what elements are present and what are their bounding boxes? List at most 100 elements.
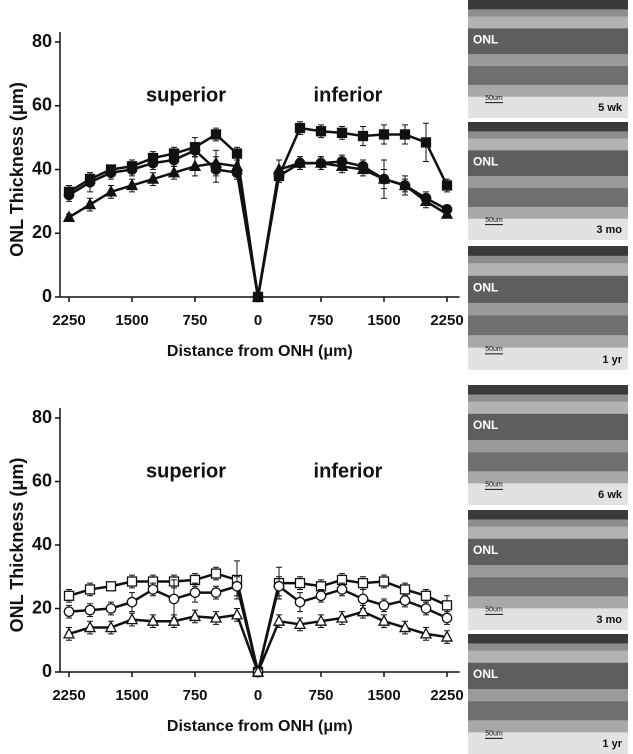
retina-layer <box>468 335 628 348</box>
y-tick-label: 0 <box>42 286 52 306</box>
retina-layer <box>468 471 628 484</box>
retina-layer <box>468 150 628 177</box>
marker <box>399 129 411 140</box>
retina-layer <box>468 526 628 539</box>
marker <box>294 596 306 608</box>
retina-layer <box>468 66 628 85</box>
marker <box>63 590 75 601</box>
marker <box>126 576 138 587</box>
y-tick-label: 0 <box>42 661 52 681</box>
marker <box>440 630 454 642</box>
x-tick-label: 0 <box>254 687 262 704</box>
marker <box>188 159 202 171</box>
marker <box>399 595 411 606</box>
y-tick-label: 60 <box>32 95 52 115</box>
scale-label: 50um <box>485 481 503 488</box>
y-tick-label: 60 <box>32 470 52 490</box>
retina-layer <box>468 650 628 663</box>
marker <box>126 164 138 175</box>
marker <box>83 197 97 210</box>
marker <box>210 568 222 579</box>
retina-layer <box>468 401 628 414</box>
retina-layer <box>468 84 628 97</box>
marker <box>104 184 118 197</box>
retina-layer <box>468 732 628 754</box>
marker <box>336 127 348 138</box>
marker <box>314 156 328 168</box>
x-tick-label: 2250 <box>52 687 85 704</box>
y-tick-label: 80 <box>32 407 52 427</box>
retina-layer <box>468 440 628 453</box>
scale-label: 50um <box>485 730 503 737</box>
marker <box>189 587 201 598</box>
marker <box>231 148 243 159</box>
retina-layer <box>468 413 628 441</box>
retina-layer <box>468 138 628 151</box>
series-line <box>68 161 448 298</box>
retina-layer <box>468 720 628 733</box>
marker <box>378 599 390 611</box>
marker <box>441 600 453 611</box>
layer-label: ONL <box>473 280 498 294</box>
marker <box>420 603 432 614</box>
marker <box>335 159 349 171</box>
marker <box>440 207 454 219</box>
retina-layer <box>468 246 628 256</box>
marker <box>167 614 181 626</box>
marker <box>251 290 265 302</box>
retina-layer <box>468 596 628 609</box>
marker <box>146 614 160 626</box>
marker <box>378 576 390 587</box>
retina-layer <box>468 255 628 264</box>
marker <box>210 587 222 598</box>
x-tick-label: 750 <box>182 687 207 704</box>
marker <box>209 156 223 168</box>
retina-layer <box>468 577 628 597</box>
layer-label: ONL <box>473 32 498 46</box>
marker <box>419 627 433 639</box>
y-tick-label: 40 <box>32 158 52 178</box>
marker <box>398 620 412 633</box>
marker <box>273 580 285 592</box>
annotation: superior <box>146 84 226 106</box>
marker <box>209 611 223 623</box>
layer-label: ONL <box>473 667 498 681</box>
marker <box>104 620 118 633</box>
series-line <box>68 126 449 298</box>
annotation: superior <box>146 460 226 482</box>
marker <box>63 606 75 618</box>
retina-layer <box>468 303 628 316</box>
marker <box>62 210 76 222</box>
marker <box>125 612 139 625</box>
retina-layer <box>468 565 628 578</box>
y-axis-title: ONL Thickness (μm) <box>7 82 27 257</box>
marker <box>188 609 202 622</box>
retina-layer <box>468 452 628 472</box>
age-label: 3 mo <box>596 224 622 236</box>
marker <box>83 620 97 633</box>
y-tick-label: 40 <box>32 534 52 554</box>
age-label: 6 wk <box>598 489 623 501</box>
marker <box>294 577 306 589</box>
series-line <box>68 148 448 298</box>
marker <box>378 129 390 140</box>
retina-layer <box>468 385 628 395</box>
marker <box>146 172 160 184</box>
marker <box>147 157 159 169</box>
marker <box>230 607 244 620</box>
marker <box>147 584 159 595</box>
retina-layer <box>468 188 628 207</box>
retina-layer <box>468 16 628 29</box>
marker <box>62 627 76 639</box>
retina-layer <box>468 218 628 240</box>
retina-layer <box>468 538 628 566</box>
marker <box>399 584 411 595</box>
retina-layer <box>468 176 628 189</box>
retina-layer <box>468 394 628 402</box>
marker <box>336 584 348 595</box>
marker <box>105 603 117 614</box>
marker <box>84 604 96 616</box>
retina-layer <box>468 9 628 17</box>
annotation: inferior <box>314 84 383 106</box>
